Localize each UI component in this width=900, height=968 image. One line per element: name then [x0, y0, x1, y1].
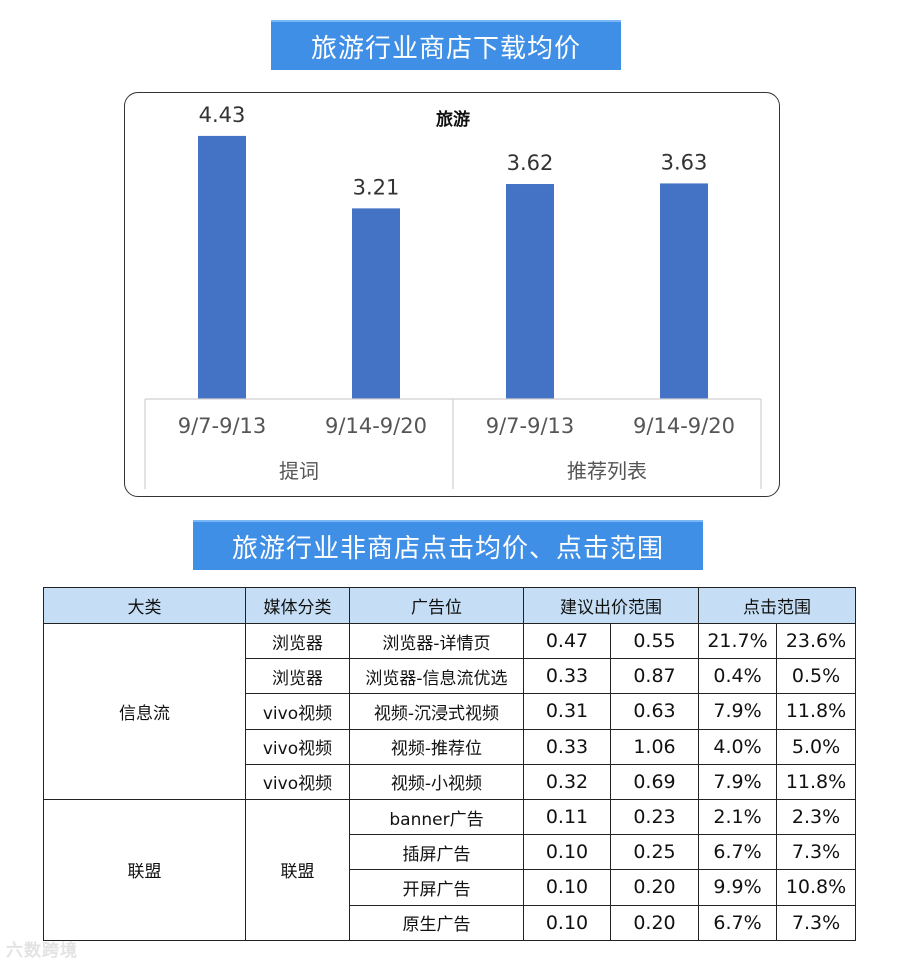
- click-max-cell: 7.3%: [776, 834, 856, 871]
- media-cell: 浏览器: [245, 658, 350, 695]
- click-max-cell: 11.8%: [776, 693, 856, 730]
- header-click-range: 点击范围: [698, 587, 856, 624]
- bid-min-cell: 0.10: [523, 904, 611, 941]
- click-min-cell: 21.7%: [698, 622, 777, 660]
- click-min-cell: 2.1%: [698, 798, 777, 836]
- bid-max-cell: 0.63: [610, 693, 699, 730]
- bid-min-cell: 0.32: [523, 763, 611, 800]
- bar: [198, 135, 246, 400]
- header-bid-range: 建议出价范围: [523, 587, 699, 624]
- bid-min-cell: 0.10: [523, 869, 611, 906]
- chart-title: 旅游: [436, 109, 470, 130]
- data-label: 3.62: [507, 151, 554, 175]
- bar: [506, 184, 554, 399]
- ad-slot-cell: 浏览器-信息流优选: [349, 658, 524, 695]
- header-ad-slot: 广告位: [349, 587, 524, 624]
- click-max-cell: 7.3%: [776, 904, 856, 941]
- click-min-cell: 7.9%: [698, 763, 777, 800]
- click-min-cell: 6.7%: [698, 904, 777, 941]
- data-label: 3.21: [353, 175, 400, 199]
- bid-min-cell: 0.11: [523, 798, 611, 836]
- ad-slot-cell: 视频-小视频: [349, 763, 524, 800]
- ad-slot-cell: 开屏广告: [349, 869, 524, 906]
- bar-chart-card: 旅游 4.43 3.21 3.62 3.63 9/7-9/13 9/14-9/20 9/7-9…: [124, 92, 780, 497]
- click-max-cell: 2.3%: [776, 798, 856, 836]
- group-label: 推荐列表: [567, 459, 647, 483]
- table-header-row: 大类 媒体分类 广告位 建议出价范围 点击范围: [43, 587, 856, 624]
- click-min-cell: 7.9%: [698, 693, 777, 730]
- x-tick-label: 9/14-9/20: [325, 414, 427, 438]
- click-min-cell: 6.7%: [698, 834, 777, 871]
- click-max-cell: 10.8%: [776, 869, 856, 906]
- bid-max-cell: 0.20: [610, 869, 699, 906]
- media-cell: vivo视频: [245, 693, 350, 730]
- bid-min-cell: 0.33: [523, 728, 611, 765]
- table-row: 插屏广告 0.10 0.25 6.7% 7.3%: [44, 834, 856, 871]
- chart-section-title: 旅游行业商店下载均价: [271, 20, 621, 70]
- group-label: 提词: [279, 459, 319, 483]
- data-label: 4.43: [199, 103, 246, 127]
- ad-slot-cell: 插屏广告: [349, 834, 524, 871]
- bid-max-cell: 0.25: [610, 834, 699, 871]
- bid-max-cell: 0.69: [610, 763, 699, 800]
- x-tick-label: 9/7-9/13: [486, 414, 575, 438]
- click-min-cell: 4.0%: [698, 728, 777, 765]
- price-range-table: 大类 媒体分类 广告位 建议出价范围 点击范围 信息流 浏览器 浏览器-详情页 0.4…: [43, 587, 856, 941]
- media-cell: 联盟: [245, 798, 350, 941]
- bid-min-cell: 0.10: [523, 834, 611, 871]
- click-min-cell: 0.4%: [698, 658, 777, 695]
- bid-max-cell: 0.23: [610, 798, 699, 836]
- x-tick-label: 9/14-9/20: [633, 414, 735, 438]
- table-section-title: 旅游行业非商店点击均价、点击范围: [193, 520, 703, 570]
- bid-max-cell: 0.20: [610, 904, 699, 941]
- header-category: 大类: [43, 587, 246, 624]
- bid-max-cell: 1.06: [610, 728, 699, 765]
- ad-slot-cell: 视频-沉浸式视频: [349, 693, 524, 730]
- ad-slot-cell: 视频-推荐位: [349, 728, 524, 765]
- ad-slot-cell: 浏览器-详情页: [349, 622, 524, 660]
- click-min-cell: 9.9%: [698, 869, 777, 906]
- ad-slot-cell: 原生广告: [349, 904, 524, 941]
- bid-max-cell: 0.87: [610, 658, 699, 695]
- bid-min-cell: 0.33: [523, 658, 611, 695]
- x-tick-label: 9/7-9/13: [178, 414, 267, 438]
- table-row: vivo视频 视频-小视频 0.32 0.69 7.9% 11.8%: [44, 763, 856, 800]
- bid-min-cell: 0.31: [523, 693, 611, 730]
- table-row: 联盟 联盟 banner广告 0.11 0.23 2.1% 2.3%: [43, 798, 856, 941]
- click-max-cell: 23.6%: [776, 622, 856, 660]
- bar: [352, 208, 400, 399]
- bar-chart: 旅游 4.43 3.21 3.62 3.63 9/7-9/13 9/14-9/20 9/7-9…: [144, 103, 762, 489]
- header-media: 媒体分类: [245, 587, 350, 624]
- ad-slot-cell: banner广告: [349, 798, 524, 836]
- media-cell: 浏览器: [245, 622, 350, 660]
- media-cell: vivo视频: [245, 728, 350, 765]
- bid-max-cell: 0.55: [610, 622, 699, 660]
- bid-min-cell: 0.47: [523, 622, 611, 660]
- data-label: 3.63: [661, 150, 708, 174]
- media-cell: vivo视频: [245, 763, 350, 800]
- click-max-cell: 11.8%: [776, 763, 856, 800]
- table-row: 原生广告 0.10 0.20 6.7% 7.3%: [44, 904, 856, 941]
- category-cell: 信息流: [43, 623, 246, 800]
- table-row: 信息流 浏览器 浏览器-详情页 0.47 0.55 21.7% 23.6%: [43, 622, 856, 800]
- click-max-cell: 0.5%: [776, 658, 856, 695]
- table-row: 开屏广告 0.10 0.20 9.9% 10.8%: [44, 869, 856, 906]
- bar: [660, 183, 708, 399]
- watermark-logo: 六数跨境: [6, 941, 78, 961]
- category-cell: 联盟: [43, 798, 246, 941]
- click-max-cell: 5.0%: [776, 728, 856, 765]
